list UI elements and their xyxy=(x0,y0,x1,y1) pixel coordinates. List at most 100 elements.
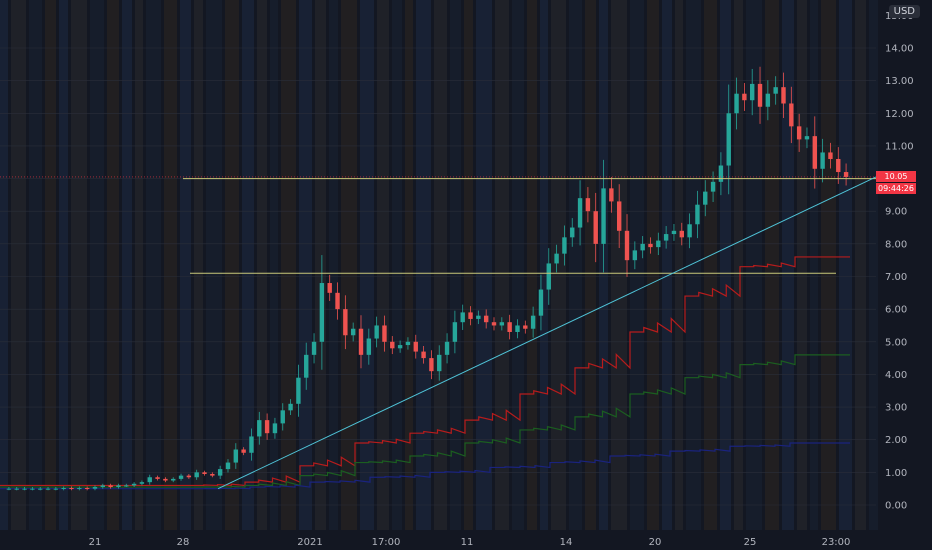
session-band xyxy=(11,0,26,530)
price-tick: 3.00 xyxy=(885,403,907,414)
candle-body xyxy=(757,83,763,107)
candles xyxy=(6,66,849,491)
session-band xyxy=(569,0,582,530)
candle-body xyxy=(241,449,246,453)
session-band xyxy=(281,0,296,530)
session-band xyxy=(59,0,68,530)
session-band xyxy=(551,0,566,530)
candle-body xyxy=(726,113,731,166)
candle-body xyxy=(703,191,708,205)
candle-body xyxy=(366,338,372,355)
candle-body xyxy=(679,230,684,238)
candle-body xyxy=(92,487,98,489)
candle-body xyxy=(413,341,418,352)
currency-badge[interactable]: USD xyxy=(888,5,920,18)
session-band xyxy=(329,0,338,530)
session-band xyxy=(495,0,509,530)
drawing-lines xyxy=(0,176,877,490)
candle-body xyxy=(178,475,184,479)
price-tick: 13.00 xyxy=(885,76,914,87)
time-axis[interactable]: 21 28 2021 17:00 11 14 20 25 23:00 xyxy=(89,537,851,548)
session-band xyxy=(405,0,413,530)
session-band xyxy=(869,0,878,530)
step-series-line xyxy=(0,442,850,490)
candle-body xyxy=(781,87,786,104)
session-band xyxy=(839,0,852,530)
session-band xyxy=(630,0,644,530)
session-band xyxy=(90,0,104,530)
countdown-tag: 09:44:26 xyxy=(876,182,916,194)
session-bands xyxy=(0,0,878,530)
candle-body xyxy=(796,126,802,140)
candle-body xyxy=(538,289,544,316)
step-series-line xyxy=(0,256,850,487)
session-band xyxy=(662,0,672,530)
candle-body xyxy=(108,485,113,488)
candle-body xyxy=(554,253,559,264)
candle-body xyxy=(69,488,74,490)
candle-body xyxy=(429,358,434,372)
candle-body xyxy=(804,136,810,140)
time-tick: 2021 xyxy=(297,537,322,548)
session-band xyxy=(476,0,492,530)
session-band xyxy=(797,0,807,530)
candle-body xyxy=(77,488,82,490)
session-band xyxy=(71,0,87,530)
candle-body xyxy=(789,103,794,127)
candle-body xyxy=(710,181,716,192)
candle-body xyxy=(585,198,591,212)
candle-body xyxy=(311,341,317,355)
candle-body xyxy=(264,420,270,434)
candle-body xyxy=(280,410,285,424)
candle-body xyxy=(186,475,192,478)
price-tick: 8.00 xyxy=(885,239,907,250)
price-tick: 12.00 xyxy=(885,109,914,120)
session-band xyxy=(720,0,731,530)
time-tick: 25 xyxy=(744,537,757,548)
candle-body xyxy=(507,322,512,332)
candle-body xyxy=(131,483,137,486)
candle-body xyxy=(30,488,35,490)
current-price-tag: 10.05 xyxy=(876,170,916,182)
candle-body xyxy=(116,485,121,488)
candle-body xyxy=(335,292,340,310)
candle-body xyxy=(577,198,583,228)
candle-body xyxy=(836,158,841,173)
candle-body xyxy=(374,325,379,339)
candle-body xyxy=(523,325,528,329)
candle-body xyxy=(444,341,450,355)
session-band xyxy=(434,0,447,530)
candle-body xyxy=(640,243,645,251)
session-band xyxy=(686,0,701,530)
candle-body xyxy=(304,354,309,378)
candle-body xyxy=(468,312,473,319)
step-series-line xyxy=(0,354,850,488)
candle-body xyxy=(217,469,223,476)
candle-body xyxy=(632,250,638,261)
session-band xyxy=(107,0,119,530)
session-band xyxy=(180,0,191,530)
candle-body xyxy=(405,341,411,346)
candle-body xyxy=(139,482,145,484)
candle-body xyxy=(358,328,364,355)
candle-body xyxy=(171,478,176,481)
session-band xyxy=(855,0,866,530)
session-band xyxy=(164,0,177,530)
candle-body xyxy=(6,488,12,490)
candle-body xyxy=(327,283,332,293)
candle-body xyxy=(687,224,692,238)
time-tick: 23:00 xyxy=(822,537,851,548)
candle-body xyxy=(749,83,755,101)
time-tick: 17:00 xyxy=(372,537,401,548)
session-band xyxy=(377,0,389,530)
candle-body xyxy=(124,485,129,487)
candle-body xyxy=(765,93,771,107)
candle-body xyxy=(53,488,59,490)
candle-body xyxy=(656,240,661,248)
session-band xyxy=(540,0,548,530)
session-band xyxy=(675,0,683,530)
candle-body xyxy=(828,152,833,159)
candle-body xyxy=(84,488,90,490)
candle-body xyxy=(476,315,481,319)
